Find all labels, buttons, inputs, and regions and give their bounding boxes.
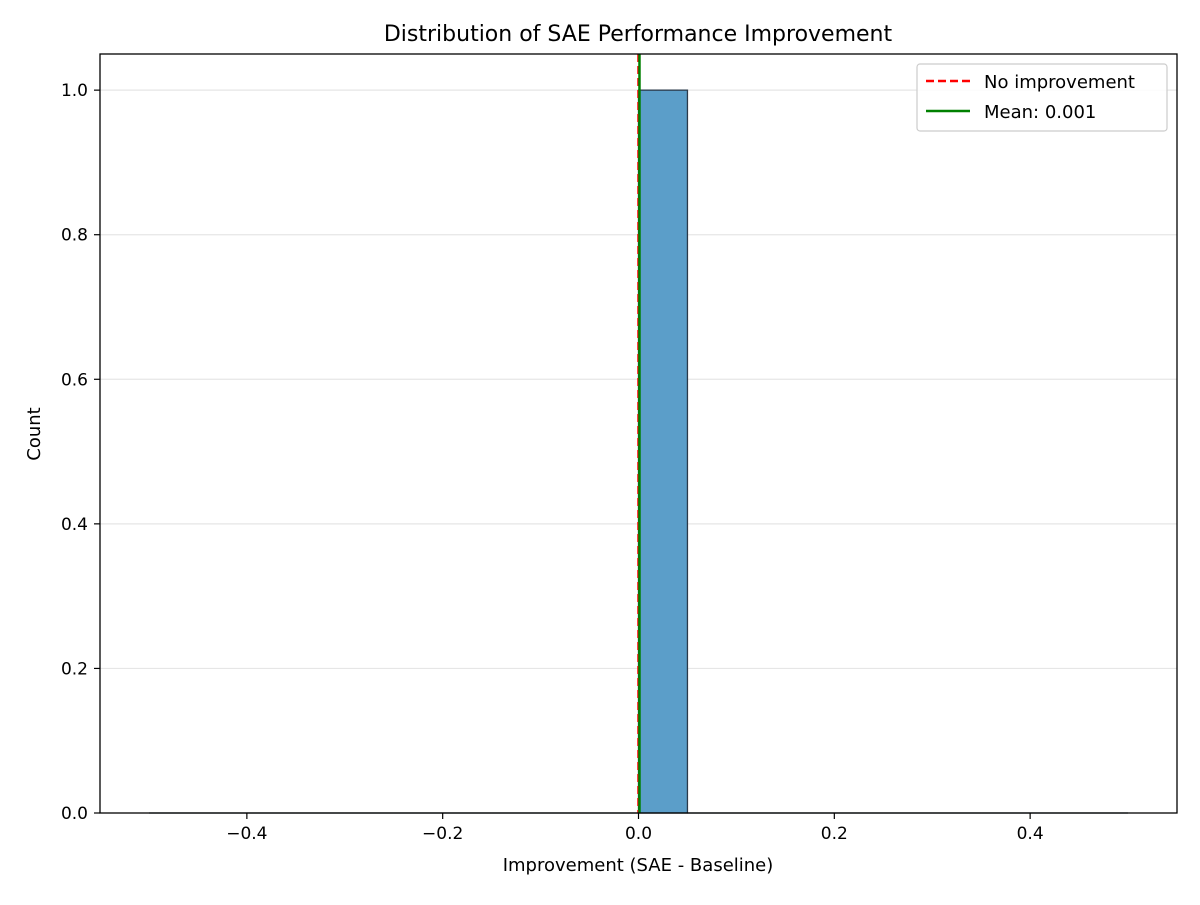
y-tick-label: 0.8	[61, 226, 88, 246]
chart-title: Distribution of SAE Performance Improvem…	[384, 22, 893, 47]
y-axis-ticks: 0.0 0.2 0.4 0.6 0.8 1.0	[61, 81, 100, 824]
y-tick-label: 0.4	[61, 515, 88, 535]
reference-lines	[637, 54, 641, 813]
x-tick-label: 0.4	[1017, 824, 1044, 844]
x-axis-label: Improvement (SAE - Baseline)	[503, 855, 774, 876]
y-tick-label: 1.0	[61, 81, 88, 101]
x-tick-label: 0.0	[625, 824, 652, 844]
y-tick-label: 0.2	[61, 659, 88, 679]
legend: No improvement Mean: 0.001	[916, 63, 1168, 132]
x-axis-ticks: −0.4 −0.2 0.0 0.2 0.4	[226, 813, 1044, 844]
y-axis-label: Count	[24, 407, 45, 460]
y-tick-label: 0.0	[61, 804, 88, 824]
y-tick-label: 0.6	[61, 370, 88, 390]
legend-label-mean: Mean: 0.001	[984, 102, 1096, 123]
x-tick-label: −0.4	[226, 824, 267, 844]
histogram-bar	[637, 89, 689, 814]
legend-box	[916, 63, 1168, 132]
legend-label-no-improvement: No improvement	[984, 72, 1135, 93]
x-tick-label: 0.2	[821, 824, 848, 844]
x-tick-label: −0.2	[422, 824, 463, 844]
